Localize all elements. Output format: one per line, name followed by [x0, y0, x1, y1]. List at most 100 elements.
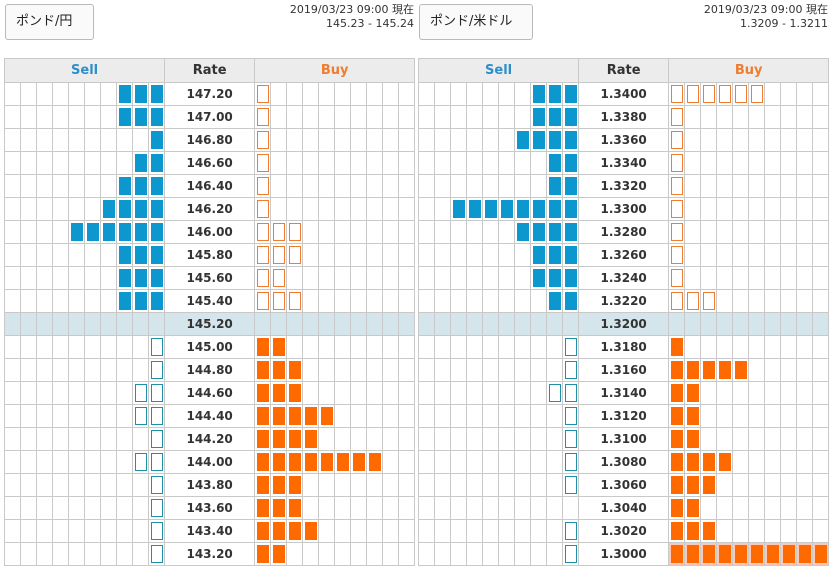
- sell-cell: [132, 381, 149, 405]
- buy-cell: [716, 151, 734, 175]
- buy-cell: [812, 542, 830, 566]
- buy-position-marker: [320, 407, 333, 425]
- sell-cell: [68, 404, 85, 428]
- buy-cell: [302, 381, 320, 405]
- buy-cell: [254, 197, 272, 221]
- sell-cell: [530, 473, 547, 497]
- buy-cell: [254, 427, 272, 451]
- sell-cell: [434, 220, 451, 244]
- sell-cell: [530, 151, 547, 175]
- buy-cell: [716, 82, 734, 106]
- buy-cell: [668, 381, 686, 405]
- sell-cell: [20, 427, 37, 451]
- price-row: 144.80: [4, 358, 416, 382]
- buy-cell: [812, 473, 830, 497]
- buy-position-marker: [702, 476, 715, 494]
- buy-position-marker: [670, 522, 683, 540]
- buy-cell: [334, 519, 352, 543]
- sell-cell: [561, 381, 580, 405]
- buy-cell: [382, 427, 400, 451]
- buy-cell: [302, 105, 320, 129]
- sell-position-marker: [516, 131, 529, 149]
- buy-cell: [366, 197, 384, 221]
- buy-cell: [286, 473, 304, 497]
- sell-cell: [132, 519, 149, 543]
- sell-cell: [530, 519, 547, 543]
- sell-cell: [68, 450, 85, 474]
- buy-cell: [684, 266, 702, 290]
- buy-position-marker: [288, 407, 301, 425]
- buy-cell: [350, 289, 368, 313]
- sell-cell: [36, 542, 53, 566]
- buy-cell: [382, 542, 400, 566]
- buy-position-marker: [670, 476, 683, 494]
- buy-cell: [254, 381, 272, 405]
- sell-cell: [100, 266, 117, 290]
- sell-cell: [84, 473, 101, 497]
- sell-position-marker: [564, 223, 577, 241]
- buy-cell: [668, 519, 686, 543]
- buy-cell: [732, 174, 750, 198]
- buy-cell: [350, 335, 368, 359]
- sell-cell: [418, 496, 435, 520]
- sell-position-marker: [134, 85, 147, 103]
- sell-cell: [84, 519, 101, 543]
- buy-cell: [716, 473, 734, 497]
- buy-cell: [684, 335, 702, 359]
- price-row: 1.3400: [418, 82, 830, 106]
- sell-cell: [418, 312, 435, 336]
- sell-cell: [514, 381, 531, 405]
- buy-cell: [764, 427, 782, 451]
- sell-cell: [147, 381, 166, 405]
- sell-position-marker: [548, 131, 561, 149]
- buy-cell: [812, 82, 830, 106]
- sell-cell: [561, 450, 580, 474]
- buy-header: Buy: [254, 58, 416, 83]
- pair-select-button[interactable]: ポンド/米ドル: [419, 4, 533, 40]
- buy-cell: [748, 450, 766, 474]
- sell-cell: [84, 243, 101, 267]
- sell-cell: [68, 427, 85, 451]
- sell-cell: [52, 197, 69, 221]
- buy-cell: [780, 151, 798, 175]
- order-book-table: Sell Rate Buy 1.3400 1.3380 1.3360 1.3340 1.…: [417, 58, 830, 566]
- sell-cell: [498, 243, 515, 267]
- sell-cell: [434, 519, 451, 543]
- sell-cell: [482, 473, 499, 497]
- sell-cell: [514, 289, 531, 313]
- rate-cell: 147.20: [164, 82, 256, 106]
- buy-cell: [732, 197, 750, 221]
- sell-cell: [52, 82, 69, 106]
- sell-cell: [84, 496, 101, 520]
- buy-cell: [748, 82, 766, 106]
- sell-position-marker: [452, 200, 465, 218]
- sell-cell: [68, 151, 85, 175]
- sell-position-marker: [532, 269, 545, 287]
- buy-cell: [350, 358, 368, 382]
- price-row: 146.40: [4, 174, 416, 198]
- sell-cell: [418, 358, 435, 382]
- pair-select-button[interactable]: ポンド/円: [5, 4, 94, 40]
- buy-position-marker: [670, 384, 683, 402]
- sell-order-outline-marker: [564, 476, 577, 494]
- buy-cell: [270, 496, 288, 520]
- sell-order-outline-marker: [564, 338, 577, 356]
- buy-cell: [716, 404, 734, 428]
- sell-cell: [482, 174, 499, 198]
- price-row: 1.3340: [418, 151, 830, 175]
- buy-cell: [684, 542, 702, 566]
- buy-position-marker: [272, 407, 285, 425]
- sell-cell: [20, 220, 37, 244]
- buy-cell: [668, 289, 686, 313]
- sell-cell: [498, 381, 515, 405]
- buy-cell: [254, 519, 272, 543]
- sell-cell: [147, 220, 166, 244]
- buy-cell: [318, 404, 336, 428]
- buy-cell: [318, 82, 336, 106]
- sell-position-marker: [118, 269, 131, 287]
- buy-cell: [812, 496, 830, 520]
- buy-cell: [398, 542, 416, 566]
- sell-cell: [147, 105, 166, 129]
- sell-cell: [434, 289, 451, 313]
- sell-cell: [561, 473, 580, 497]
